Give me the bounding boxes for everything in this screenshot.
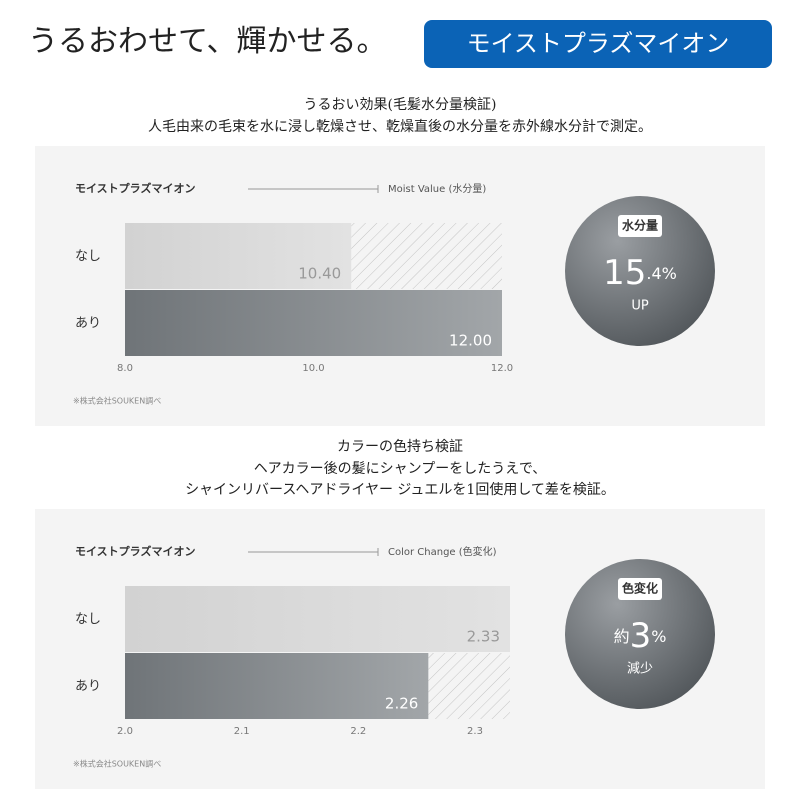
value-label: 2.33 — [467, 628, 500, 646]
source-note: ※株式会社SOUKEN調べ — [73, 396, 161, 406]
category-label: あり — [75, 679, 101, 694]
callout-note: UP — [631, 299, 649, 314]
category-label: あり — [75, 316, 101, 331]
bar — [125, 290, 502, 356]
callout-value: 約3% — [614, 616, 667, 656]
callout-major: 3 — [630, 616, 652, 656]
callout-major: 15 — [603, 253, 646, 293]
callout-note: 減少 — [627, 661, 653, 677]
x-tick-label: 2.3 — [467, 726, 483, 737]
chart-title: カラーの色持ち検証 — [337, 438, 463, 455]
x-tick-label: 2.0 — [117, 726, 133, 737]
value-label: 2.26 — [385, 695, 418, 713]
legend-label: モイストプラズマイオン — [75, 181, 195, 195]
callout-minor: .4% — [646, 264, 676, 283]
callout-circle — [565, 559, 715, 709]
page-title: うるおわせて、輝かせる。 — [28, 24, 387, 59]
legend-label: モイストプラズマイオン — [75, 544, 195, 558]
chart-subtitle: シャインリバースヘアドライヤー ジュエルを1回使用して差を検証。 — [185, 481, 615, 498]
bar — [125, 223, 352, 289]
callout-circle — [565, 196, 715, 346]
x-tick-label: 2.2 — [350, 726, 366, 737]
value-label: 12.00 — [449, 332, 492, 350]
callout-value: 15.4% — [603, 253, 677, 293]
axis-label: Moist Value (水分量) — [388, 183, 486, 195]
bar — [125, 653, 429, 719]
x-tick-label: 12.0 — [491, 363, 513, 374]
bar — [125, 586, 510, 652]
axis-label: Color Change (色変化) — [388, 545, 497, 558]
chart-title: うるおい効果(毛髪水分量検証) — [304, 97, 497, 113]
x-tick-label: 8.0 — [117, 363, 133, 374]
callout-label-box — [618, 578, 662, 600]
chart-subtitle: ヘアカラー後の髪にシャンプーをしたうえで、 — [254, 461, 547, 477]
badge-text: モイストプラズマイオン — [467, 30, 730, 58]
callout-prefix: 約 — [614, 627, 630, 646]
callout-label: 水分量 — [622, 218, 658, 233]
callout-label: 色変化 — [622, 581, 658, 596]
category-label: なし — [75, 612, 101, 627]
value-label: 10.40 — [298, 265, 341, 283]
badge — [424, 20, 772, 68]
x-tick-label: 2.1 — [234, 726, 250, 737]
chart-subtitle: 人毛由来の毛束を水に浸し乾燥させ、乾燥直後の水分量を赤外線水分計で測定。 — [148, 118, 652, 135]
difference-hatch — [351, 223, 502, 289]
difference-hatch — [428, 653, 510, 719]
x-tick-label: 10.0 — [302, 363, 324, 374]
callout-label-box — [618, 215, 662, 237]
source-note: ※株式会社SOUKEN調べ — [73, 759, 161, 769]
category-label: なし — [75, 249, 101, 264]
callout-minor: % — [651, 627, 666, 646]
